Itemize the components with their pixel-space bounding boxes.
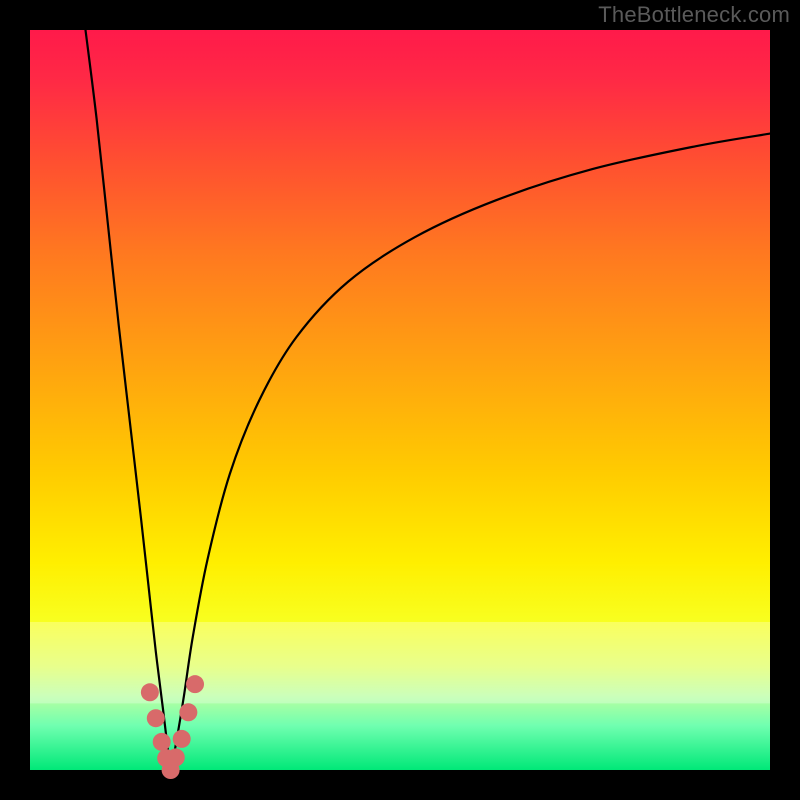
curve-marker (147, 709, 165, 727)
bottleneck-chart (0, 0, 800, 800)
curve-marker (173, 730, 191, 748)
chart-container: TheBottleneck.com (0, 0, 800, 800)
curve-marker (186, 675, 204, 693)
curve-marker (153, 733, 171, 751)
curve-marker (179, 703, 197, 721)
watermark-text: TheBottleneck.com (598, 2, 790, 28)
curve-marker (141, 683, 159, 701)
curve-marker (167, 748, 185, 766)
